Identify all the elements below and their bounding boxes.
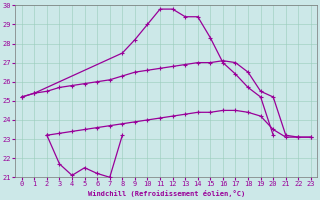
X-axis label: Windchill (Refroidissement éolien,°C): Windchill (Refroidissement éolien,°C) bbox=[88, 190, 245, 197]
